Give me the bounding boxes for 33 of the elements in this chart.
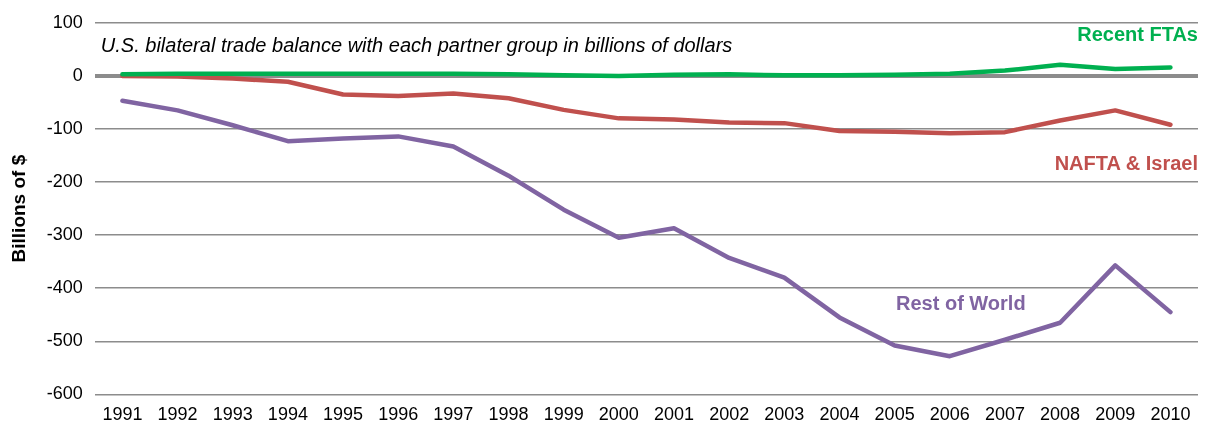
x-tick-label: 2008	[1040, 404, 1081, 425]
y-tick-label: -600	[46, 383, 83, 404]
x-tick-label: 2004	[819, 404, 860, 425]
series-label: NAFTA & Israel	[1054, 152, 1198, 175]
series-label: Recent FTAs	[1077, 22, 1198, 45]
y-tick-label: -400	[46, 277, 83, 298]
y-axis-title: Billions of $	[7, 154, 29, 263]
x-tick-label: 1991	[102, 404, 143, 425]
x-tick-label: 2007	[984, 404, 1025, 425]
x-tick-label: 1995	[323, 404, 364, 425]
series-label: Rest of World	[896, 291, 1026, 314]
x-tick-label: 2006	[929, 404, 970, 425]
y-tick-label: -500	[46, 330, 83, 351]
y-tick-label: -200	[46, 171, 83, 192]
x-tick-label: 2009	[1095, 404, 1136, 425]
y-tick-label: 0	[72, 64, 83, 85]
x-tick-label: 2005	[874, 404, 915, 425]
x-tick-label: 2000	[598, 404, 639, 425]
x-tick-label: 2001	[653, 404, 695, 425]
y-tick-label: 100	[52, 11, 83, 32]
x-tick-label: 1999	[543, 404, 584, 425]
y-tick-label: -300	[46, 224, 83, 245]
x-tick-label: 1993	[212, 404, 253, 425]
x-tick-label: 1994	[267, 404, 308, 425]
x-tick-label: 1992	[157, 404, 198, 425]
text: U.S. bilateral trade balance with each partner group in billions of dollars	[100, 34, 733, 57]
x-tick-label: 2002	[709, 404, 750, 425]
x-tick-label: 2003	[764, 404, 805, 425]
x-tick-label: 1997	[433, 404, 474, 425]
x-tick-label: 2010	[1150, 404, 1191, 425]
y-tick-label: -100	[46, 117, 83, 138]
x-tick-label: 1998	[488, 404, 529, 425]
x-tick-label: 1996	[378, 404, 419, 425]
